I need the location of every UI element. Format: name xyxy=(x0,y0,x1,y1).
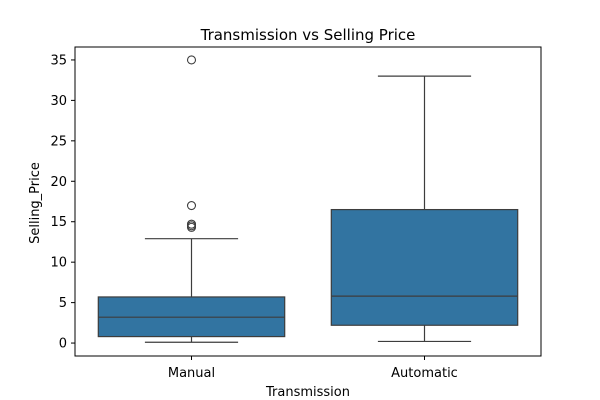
y-axis-label: Selling_Price xyxy=(28,162,43,244)
plot-frame xyxy=(74,46,542,357)
outlier-point xyxy=(186,219,197,229)
y-tick-label: 0 xyxy=(59,337,67,352)
y-tick-label: 15 xyxy=(50,215,67,230)
y-tick-label: 35 xyxy=(50,53,67,68)
y-tick-label: 25 xyxy=(50,134,67,149)
chart-title: Transmission vs Selling Price xyxy=(200,26,416,44)
iqr-box xyxy=(330,208,519,326)
x-tick-label: Manual xyxy=(168,366,215,381)
outlier-point xyxy=(186,200,197,211)
x-axis-label: Transmission xyxy=(265,385,350,400)
plot-area: 0 5 10 15 20 25 30 35 Manual Automatic xyxy=(50,46,542,381)
y-tick-label: 30 xyxy=(50,94,67,109)
y-tick-label: 20 xyxy=(50,175,67,190)
y-tick-label: 10 xyxy=(50,256,67,271)
outlier-point xyxy=(186,55,197,65)
x-tick-label: Automatic xyxy=(391,366,458,381)
y-tick-label: 5 xyxy=(59,296,67,311)
